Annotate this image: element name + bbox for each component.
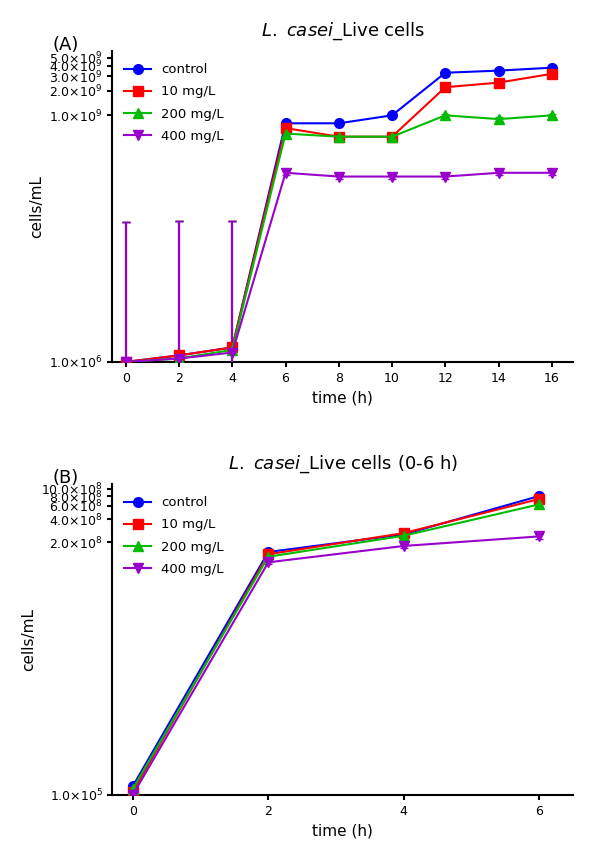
Text: (A): (A) — [52, 36, 79, 54]
Text: $\it{L.\ casei}$_Live cells: $\it{L.\ casei}$_Live cells — [261, 21, 425, 42]
Y-axis label: cells/mL: cells/mL — [21, 608, 36, 671]
X-axis label: time (h): time (h) — [312, 390, 373, 405]
Legend: control, 10 mg/L, 200 mg/L, 400 mg/L: control, 10 mg/L, 200 mg/L, 400 mg/L — [119, 58, 229, 149]
Y-axis label: cells/mL: cells/mL — [29, 175, 44, 238]
X-axis label: time (h): time (h) — [312, 823, 373, 838]
Legend: control, 10 mg/L, 200 mg/L, 400 mg/L: control, 10 mg/L, 200 mg/L, 400 mg/L — [119, 491, 229, 582]
Text: $\it{L.\ casei}$_Live cells (0-6 h): $\it{L.\ casei}$_Live cells (0-6 h) — [228, 454, 458, 475]
Text: (B): (B) — [52, 469, 79, 487]
